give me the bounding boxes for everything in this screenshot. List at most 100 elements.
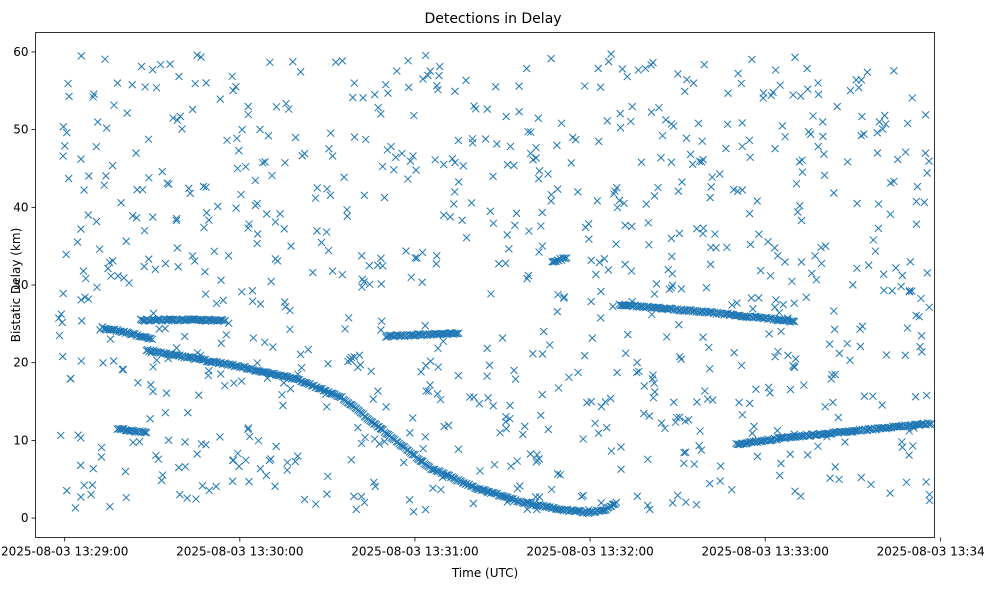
data-point	[843, 339, 852, 348]
data-point	[229, 456, 238, 465]
data-point	[343, 212, 352, 221]
data-point	[518, 430, 527, 439]
data-point	[279, 401, 287, 410]
data-point	[579, 491, 588, 500]
data-point	[531, 493, 540, 501]
data-point	[708, 173, 717, 182]
data-point	[426, 381, 434, 389]
data-point	[502, 112, 511, 121]
data-point	[650, 192, 659, 200]
data-point	[350, 79, 359, 87]
data-point	[834, 413, 843, 422]
data-point	[726, 310, 735, 319]
data-point	[525, 227, 533, 235]
data-point	[669, 398, 678, 407]
data-point	[77, 317, 86, 325]
data-point	[451, 158, 459, 167]
data-point	[811, 251, 819, 260]
data-point	[879, 270, 888, 279]
data-point	[141, 83, 150, 91]
data-point	[748, 429, 757, 438]
data-point	[439, 160, 448, 169]
data-point	[753, 452, 762, 461]
data-point	[778, 122, 787, 130]
data-point	[454, 329, 463, 338]
data-point	[485, 361, 494, 370]
data-point	[537, 222, 545, 230]
data-point	[707, 183, 715, 191]
data-point	[682, 134, 691, 143]
data-point	[419, 75, 427, 83]
data-point	[142, 428, 151, 437]
data-point	[271, 482, 279, 491]
data-point	[793, 208, 802, 216]
data-point	[616, 109, 625, 118]
data-point	[814, 442, 822, 451]
data-point	[677, 285, 686, 293]
data-point	[846, 356, 854, 365]
data-point	[369, 395, 378, 403]
data-point	[109, 357, 118, 365]
data-point	[601, 397, 610, 406]
data-point	[122, 493, 131, 502]
data-point	[349, 492, 358, 501]
x-tick-label: 2025-08-03 13:33:00	[701, 545, 828, 559]
data-point	[501, 259, 510, 268]
data-point	[381, 80, 390, 89]
data-point	[84, 172, 93, 180]
data-point	[201, 290, 210, 298]
data-point	[222, 330, 231, 339]
data-point	[134, 378, 142, 387]
data-point	[893, 155, 902, 164]
data-point	[156, 60, 165, 69]
data-point	[216, 95, 225, 103]
data-point	[510, 366, 518, 375]
data-point	[403, 175, 412, 183]
data-point	[437, 469, 446, 478]
data-point	[64, 79, 72, 88]
data-point	[421, 51, 430, 60]
data-point	[377, 326, 385, 334]
data-point	[465, 393, 474, 401]
data-point	[604, 266, 613, 274]
data-point	[133, 185, 141, 194]
data-point	[647, 108, 656, 117]
data-point	[281, 372, 289, 380]
data-point	[643, 501, 652, 510]
data-point	[408, 414, 417, 422]
data-point	[835, 349, 844, 358]
data-point	[683, 75, 691, 84]
data-point	[357, 251, 366, 260]
data-point	[858, 112, 866, 121]
data-point	[502, 424, 511, 433]
data-point	[798, 168, 807, 176]
data-point	[346, 400, 354, 409]
data-point	[244, 110, 253, 119]
data-point	[272, 102, 281, 111]
data-point	[348, 93, 357, 102]
data-point	[722, 144, 730, 153]
data-point	[604, 57, 613, 66]
data-point	[795, 157, 804, 166]
data-point	[777, 327, 785, 336]
data-point	[407, 273, 416, 282]
x-tick-label: 2025-08-03 13:31:00	[351, 545, 478, 559]
data-point	[146, 380, 155, 389]
data-point	[174, 262, 183, 271]
data-point	[90, 90, 98, 98]
data-point	[89, 464, 98, 473]
data-point	[748, 304, 757, 313]
data-point	[803, 64, 811, 73]
x-tick-label: 2025-08-03 13:34:00	[877, 545, 986, 559]
data-point	[511, 221, 519, 230]
data-point	[873, 149, 882, 157]
data-point	[603, 116, 612, 125]
data-point	[361, 433, 369, 442]
data-point	[506, 142, 515, 151]
data-point	[745, 209, 754, 218]
data-point	[764, 383, 773, 392]
data-point	[324, 359, 332, 368]
data-point	[771, 303, 779, 312]
data-point	[898, 271, 907, 280]
